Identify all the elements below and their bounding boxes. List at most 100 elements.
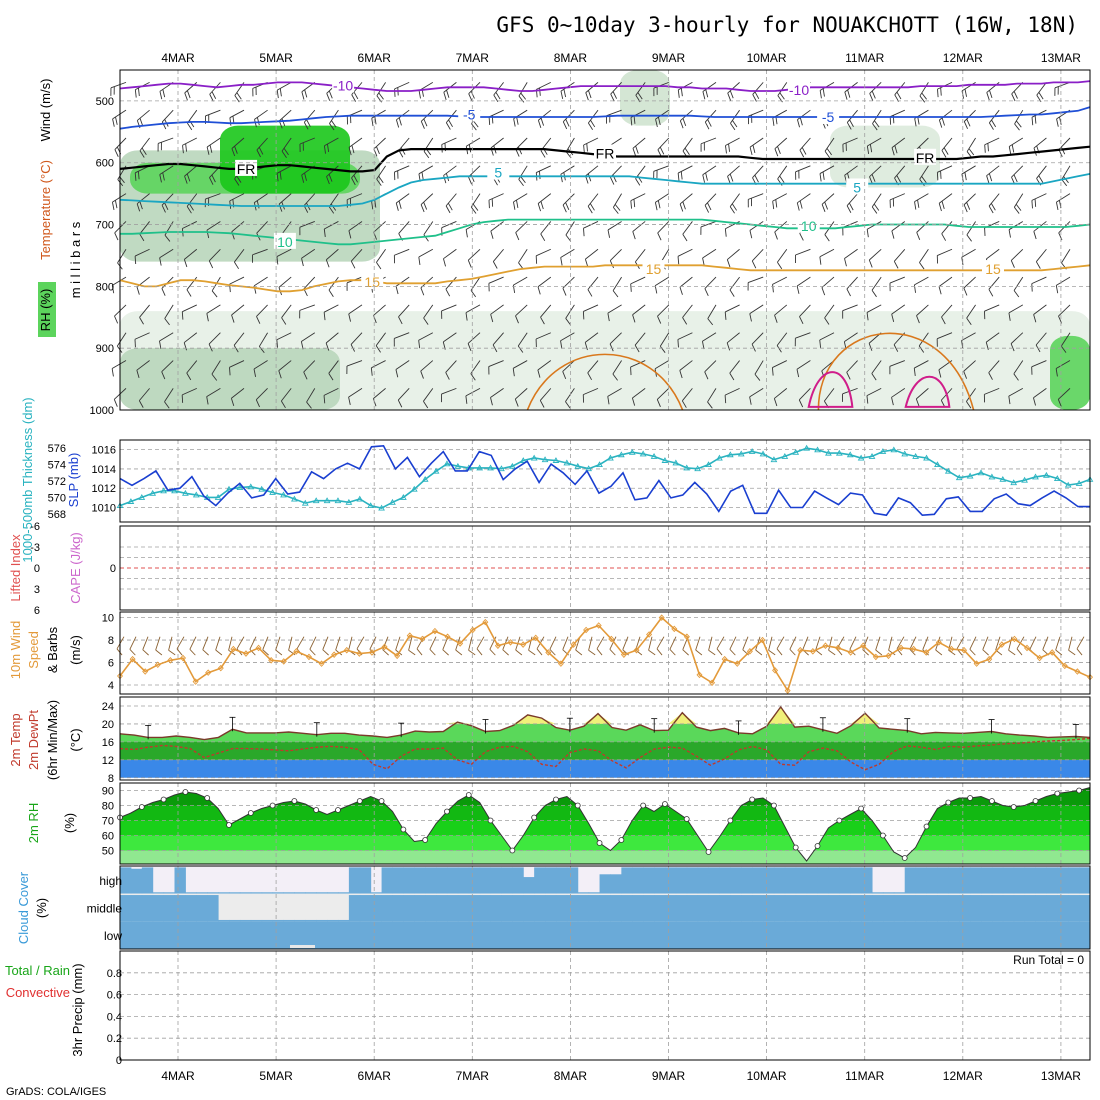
wind-barb-flag: [891, 313, 895, 322]
wind-barb-flag: [679, 287, 683, 295]
cloud-high-bar: [872, 892, 884, 894]
slp-axis-label: SLP (mb): [66, 453, 81, 508]
wind-barb-flag: [874, 120, 880, 128]
wind-barb-flag: [395, 369, 399, 378]
wind-barb-flag: [495, 91, 501, 100]
wind-barb: [727, 248, 740, 260]
wind-barb: [565, 137, 575, 152]
wind-barb-flag: [916, 315, 920, 324]
dewpoint-line: [119, 737, 1091, 771]
wind-barb: [585, 248, 599, 260]
wind-barb: [607, 387, 622, 397]
thickness-point: [988, 473, 996, 480]
wind-barb: [815, 636, 821, 651]
wind-barb-flag: [1016, 648, 1023, 656]
rh-point: [1032, 798, 1039, 804]
wind-barb-flag: [1011, 144, 1015, 153]
cloud-high-bar: [218, 892, 230, 894]
wind-barb-flag: [549, 648, 556, 656]
wind-barb-flag: [1008, 146, 1012, 155]
cloud-middle-bar: [904, 895, 917, 922]
wind-barb: [299, 137, 315, 145]
wind-barb: [255, 388, 268, 400]
wind-barb: [609, 248, 622, 261]
rh-point: [509, 847, 516, 854]
cloud-high-bar: [370, 892, 383, 894]
cloud-high-bar: [904, 867, 917, 894]
wind-barb: [231, 304, 245, 316]
wind-barb: [844, 165, 858, 176]
cloud-middle-bar: [752, 895, 764, 922]
wind-barb: [186, 276, 198, 290]
temperature-side-label: Temperature (°C): [38, 160, 53, 260]
wind-barb-flag: [540, 201, 544, 210]
wind-barb-flag: [256, 316, 261, 324]
wind-barb: [796, 276, 811, 287]
wind-barb: [324, 221, 339, 230]
wind-barb: [443, 332, 457, 343]
top-date-label: 10MAR: [747, 51, 787, 65]
wind-speed-point: [822, 642, 829, 649]
wind-barb-flag: [537, 203, 541, 212]
wind-barb: [916, 137, 929, 150]
wind-barb: [891, 387, 906, 398]
cloud-middle-bar: [261, 919, 274, 922]
wind-barb-flag: [323, 145, 326, 154]
wind-barb: [159, 248, 174, 259]
wind-barb-flag: [528, 649, 536, 656]
wind10-unit-label: (m/s): [68, 635, 83, 665]
wind-barb-flag: [164, 318, 170, 326]
rh-point: [618, 837, 625, 843]
thickness-ytick: 572: [48, 476, 66, 488]
cloud-middle-bar: [882, 895, 895, 922]
wind-barb: [429, 636, 437, 650]
wind-barb-flag: [539, 171, 541, 180]
wind-barb-flag: [423, 201, 428, 210]
wind-barb-flag: [208, 343, 213, 352]
cloud-high-bar: [196, 892, 208, 894]
wind-speed-point: [520, 641, 527, 648]
temp-band-cold: [120, 759, 1090, 778]
wind-barb: [134, 332, 150, 340]
wind-barb: [677, 332, 693, 340]
thickness-point: [759, 450, 767, 457]
wind-barb: [515, 221, 528, 233]
wind-barb-flag: [866, 229, 869, 238]
wind-barb-flag: [322, 649, 329, 656]
wind-barb: [303, 109, 316, 123]
contour-label: 5: [853, 179, 861, 195]
wind-barb: [891, 137, 906, 148]
wind-speed-point: [835, 644, 842, 652]
wind-barb-flag: [893, 344, 899, 352]
wind-barb-flag: [168, 649, 176, 656]
rh-patch: [1050, 335, 1090, 410]
wind-barb-flag: [230, 398, 235, 406]
wind-barb-flag: [445, 372, 450, 380]
wind-barb-flag: [517, 345, 524, 353]
wind-barb-flag: [1057, 399, 1062, 407]
rh-point: [1010, 804, 1017, 810]
wind-barb: [443, 248, 457, 260]
wind-barb-flag: [612, 290, 619, 298]
wind-barb-flag: [472, 203, 479, 211]
wind-barb-flag: [206, 396, 209, 405]
cloud-unit-label: (%): [34, 898, 49, 918]
wind-barb: [1060, 332, 1071, 347]
wind-barb: [824, 137, 835, 152]
wind-barb-flag: [186, 173, 191, 182]
wind-barb-flag: [588, 649, 596, 656]
wind-barb-flag: [186, 372, 192, 381]
wind-barb-flag: [275, 649, 283, 656]
cloud-middle-bar: [327, 919, 339, 922]
contour-label: FR: [596, 145, 615, 161]
cloud-middle-bar: [370, 895, 383, 922]
thickness-point: [792, 448, 800, 455]
wind-barb-flag: [891, 147, 895, 156]
wind-barb-flag: [468, 176, 473, 185]
cloud-high-bar: [664, 867, 677, 894]
wind-barb: [418, 248, 434, 258]
rh-point: [989, 798, 995, 804]
wind-barb: [587, 193, 599, 207]
wind-barb-flag: [231, 314, 235, 323]
